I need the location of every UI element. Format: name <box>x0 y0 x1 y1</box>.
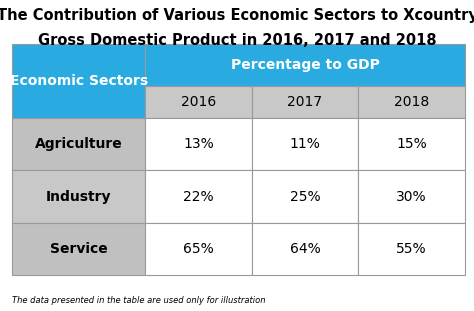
Text: 25%: 25% <box>290 190 320 204</box>
Bar <box>12 118 146 170</box>
Text: Industry: Industry <box>46 190 111 204</box>
Text: 13%: 13% <box>183 137 214 151</box>
Bar <box>358 223 465 276</box>
Text: The data presented in the table are used only for illustration: The data presented in the table are used… <box>12 296 265 305</box>
Text: Agriculture: Agriculture <box>35 137 122 151</box>
Text: Service: Service <box>50 242 108 256</box>
Text: 64%: 64% <box>290 242 320 256</box>
Bar <box>252 118 358 170</box>
Text: 15%: 15% <box>396 137 427 151</box>
Bar <box>12 170 146 223</box>
Bar <box>358 86 465 118</box>
Text: 2018: 2018 <box>394 95 429 109</box>
Bar <box>358 170 465 223</box>
Text: Percentage to GDP: Percentage to GDP <box>230 58 379 72</box>
Text: Economic Sectors: Economic Sectors <box>9 74 148 88</box>
Bar <box>252 223 358 276</box>
Text: 30%: 30% <box>396 190 427 204</box>
Bar <box>146 44 465 86</box>
Text: 2017: 2017 <box>287 95 322 109</box>
Bar <box>146 118 252 170</box>
Bar <box>146 170 252 223</box>
Text: 65%: 65% <box>183 242 214 256</box>
Text: Gross Domestic Product in 2016, 2017 and 2018: Gross Domestic Product in 2016, 2017 and… <box>38 33 436 48</box>
Text: 11%: 11% <box>290 137 320 151</box>
Text: 22%: 22% <box>183 190 214 204</box>
Bar <box>146 86 252 118</box>
Text: 55%: 55% <box>396 242 427 256</box>
Bar <box>12 44 146 118</box>
Bar <box>252 170 358 223</box>
Text: The Contribution of Various Economic Sectors to Xcountry: The Contribution of Various Economic Sec… <box>0 8 474 23</box>
Bar <box>12 223 146 276</box>
Text: 2016: 2016 <box>181 95 216 109</box>
Bar <box>358 118 465 170</box>
Bar <box>252 86 358 118</box>
Bar <box>146 223 252 276</box>
